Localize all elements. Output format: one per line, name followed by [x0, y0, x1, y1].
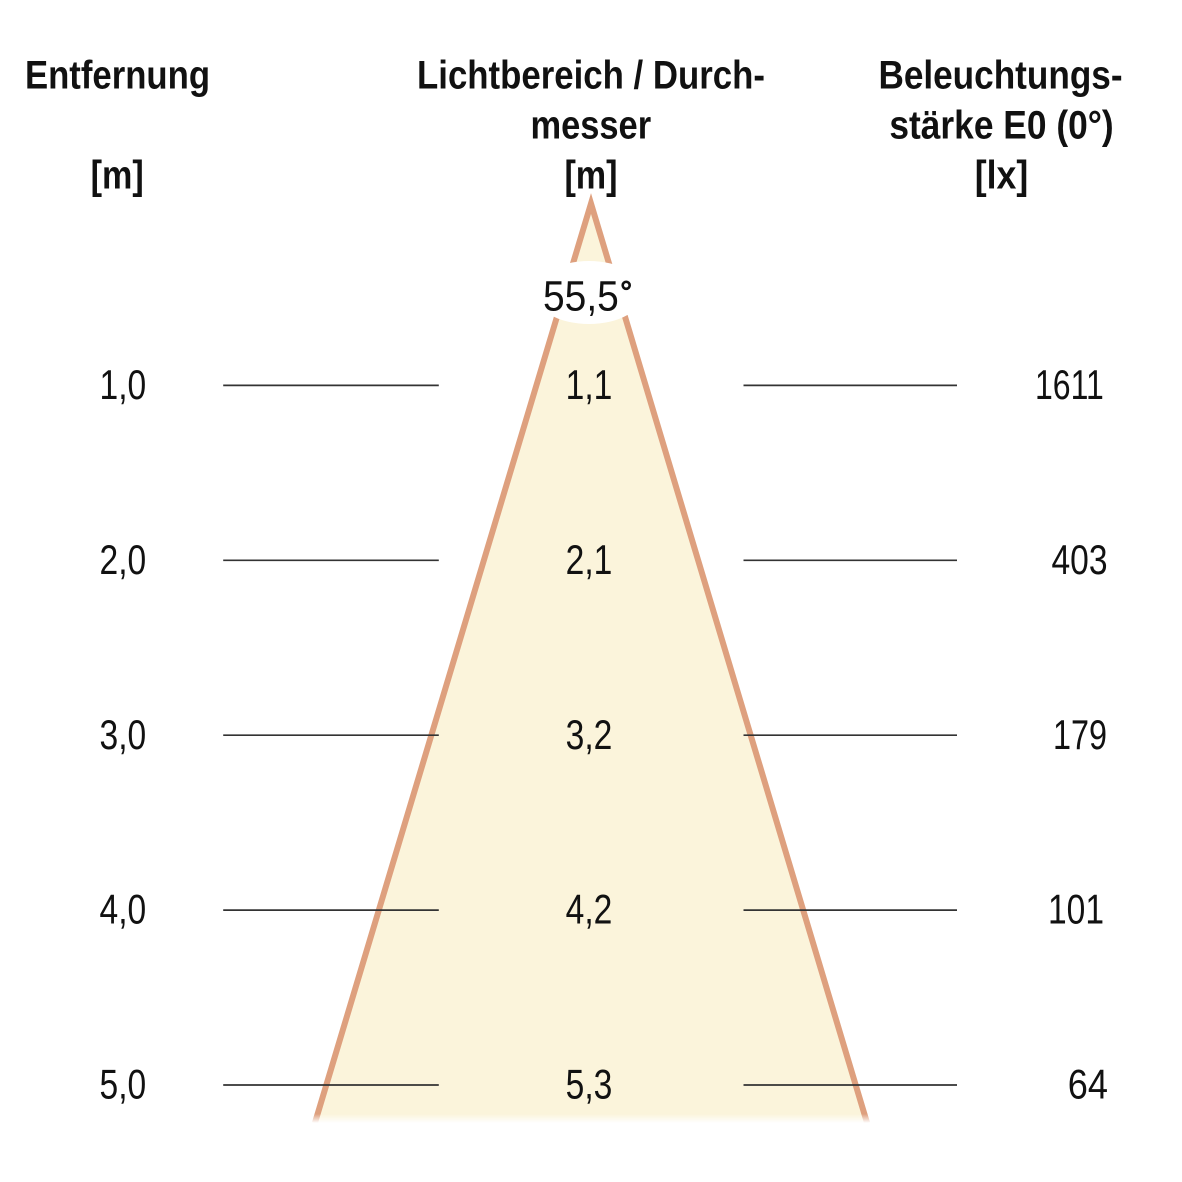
svg-text:4,0: 4,0	[100, 885, 147, 932]
svg-text:5,0: 5,0	[100, 1060, 147, 1107]
svg-text:5,3: 5,3	[566, 1060, 613, 1107]
svg-text:3,2: 3,2	[566, 711, 613, 758]
svg-text:[m]: [m]	[564, 154, 617, 198]
svg-text:2,0: 2,0	[100, 536, 147, 583]
svg-text:55,5: 55,5	[543, 272, 619, 320]
svg-text:2,1: 2,1	[566, 536, 613, 583]
svg-text:3,0: 3,0	[100, 711, 147, 758]
svg-text:403: 403	[1052, 536, 1108, 583]
svg-text:messer: messer	[530, 104, 651, 148]
svg-text:1611: 1611	[1035, 361, 1104, 408]
svg-text:1,1: 1,1	[566, 361, 613, 408]
svg-text:[m]: [m]	[91, 154, 144, 198]
svg-text:179: 179	[1053, 711, 1107, 758]
svg-text:[lx]: [lx]	[975, 154, 1029, 198]
svg-text:Entfernung: Entfernung	[25, 54, 210, 98]
svg-text:Beleuchtungs-: Beleuchtungs-	[878, 54, 1122, 98]
svg-text:64: 64	[1068, 1060, 1108, 1107]
svg-text:4,2: 4,2	[566, 885, 613, 932]
svg-text:101: 101	[1048, 885, 1104, 932]
svg-text:stärke E0 (0°): stärke E0 (0°)	[889, 104, 1113, 148]
svg-text:1,0: 1,0	[100, 361, 147, 408]
svg-text:Lichtbereich / Durch-: Lichtbereich / Durch-	[417, 54, 765, 98]
